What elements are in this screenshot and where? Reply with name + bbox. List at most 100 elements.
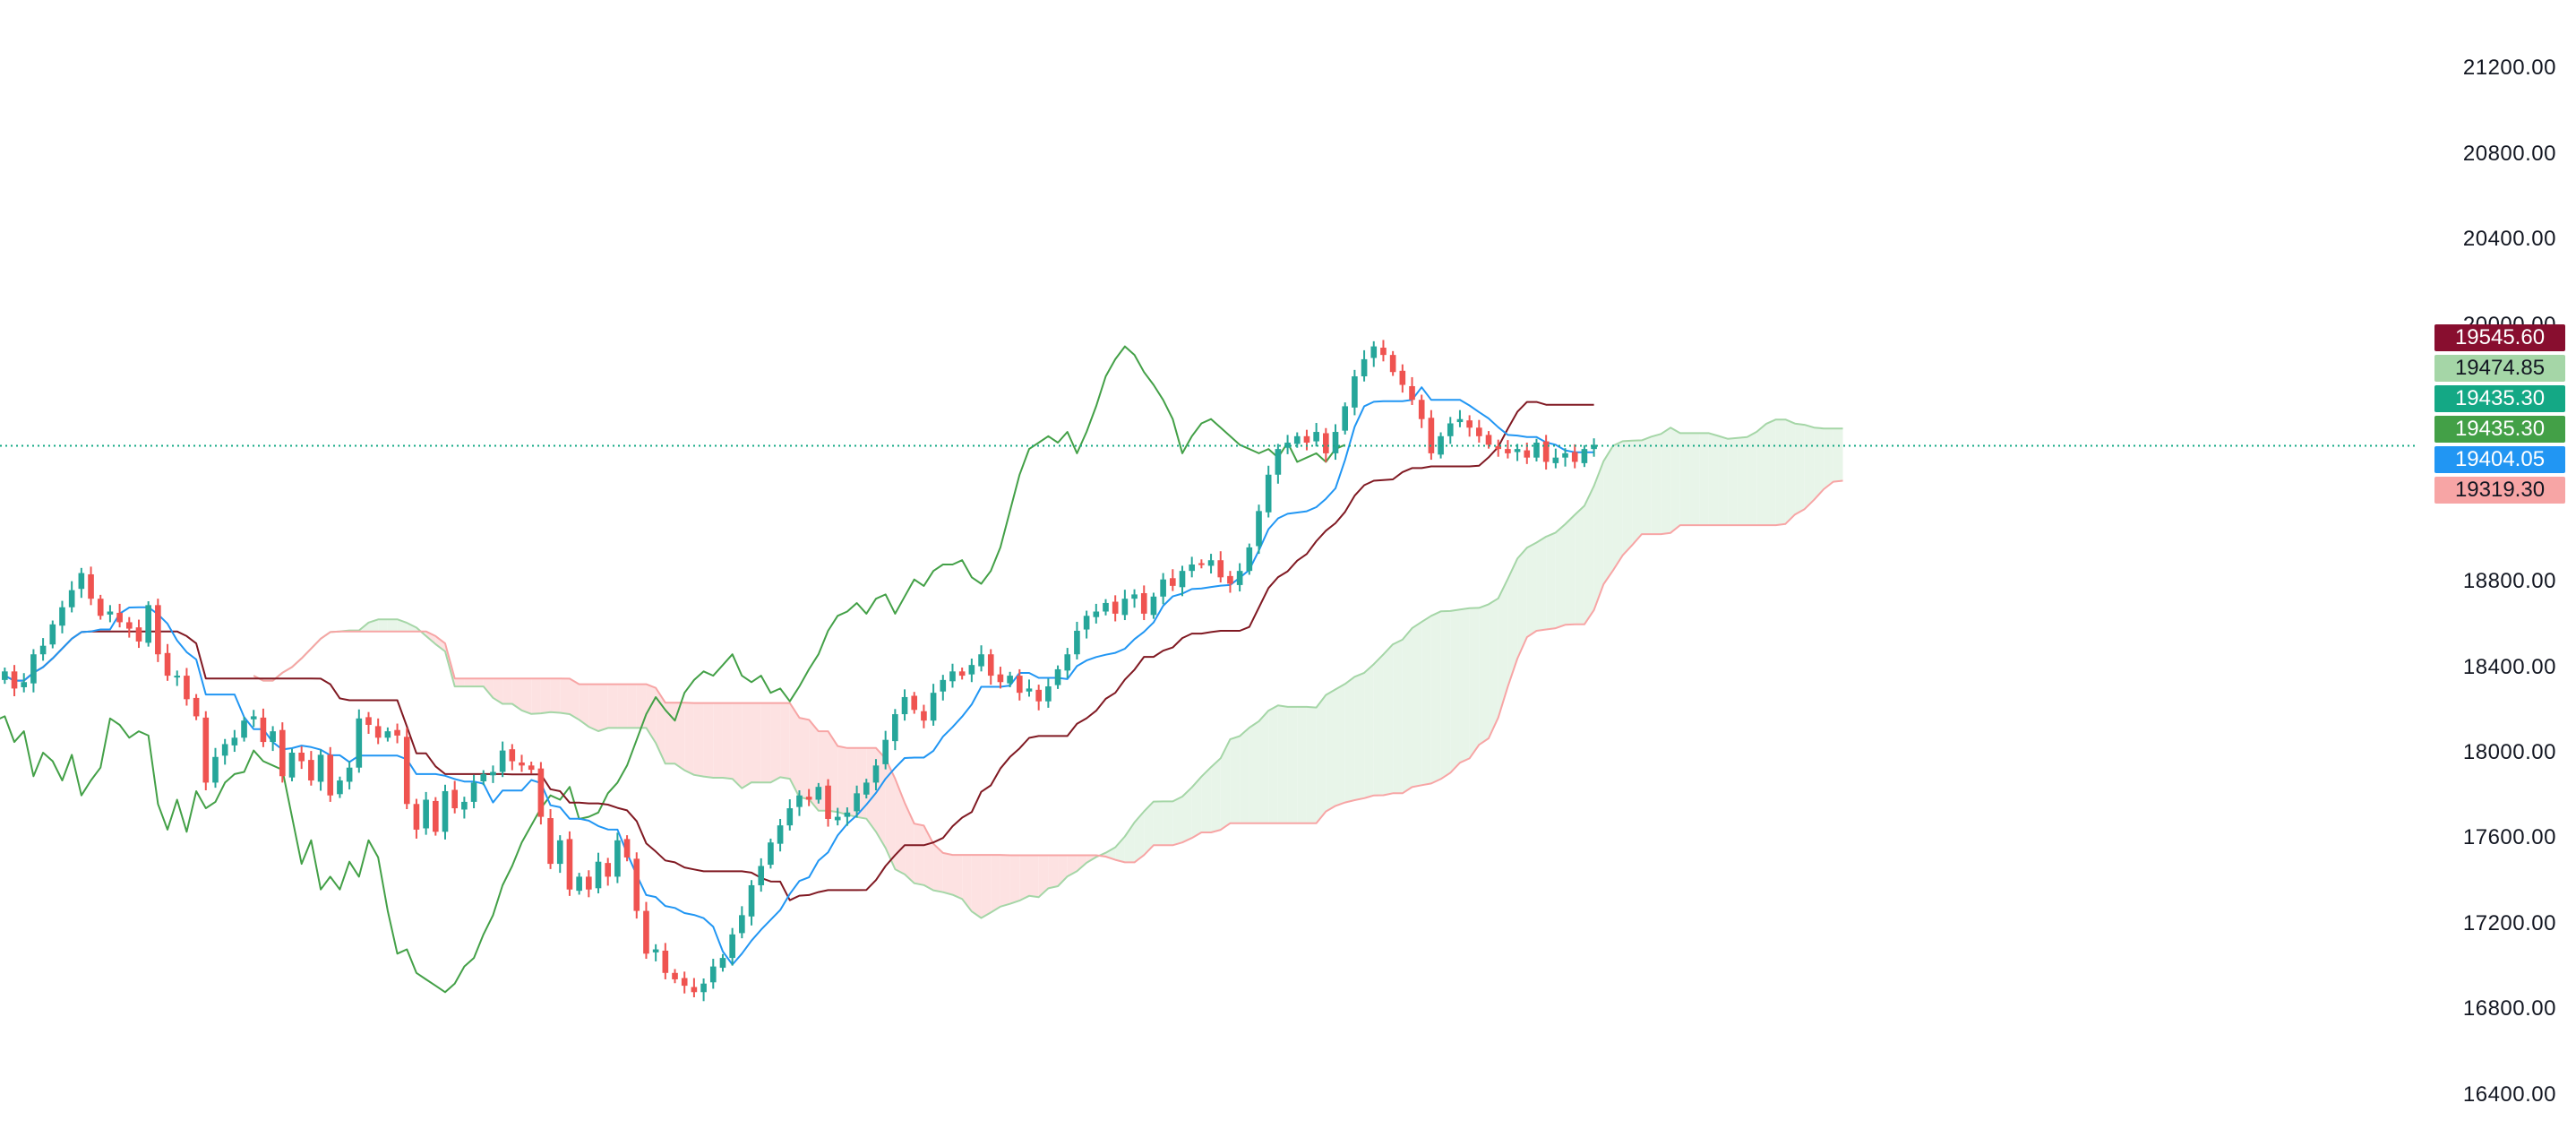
cloud-bull-segment bbox=[1661, 427, 1671, 535]
cloud-bull-segment bbox=[1728, 437, 1738, 526]
price-axis[interactable]: 21200.0020800.0020400.0020000.0018800.00… bbox=[2418, 0, 2576, 1129]
cloud-bull-segment bbox=[1814, 427, 1825, 500]
cloud-bull-segment bbox=[1593, 461, 1604, 610]
candle-body bbox=[1150, 596, 1157, 616]
candle-body bbox=[987, 654, 994, 677]
cloud-bull-segment bbox=[1498, 579, 1508, 718]
cloud-bear-segment bbox=[1038, 855, 1049, 898]
cloud-bull-segment bbox=[1220, 739, 1231, 831]
cloud-bear-segment bbox=[569, 678, 580, 720]
cloud-bull-segment bbox=[1124, 822, 1135, 863]
candle-body bbox=[442, 790, 449, 832]
cloud-bear-segment bbox=[789, 702, 800, 797]
cloud-bull-segment bbox=[1469, 608, 1480, 759]
candle-body bbox=[1045, 686, 1052, 702]
cloud-bull-segment bbox=[1612, 441, 1623, 571]
candle-body bbox=[758, 866, 765, 885]
candle-body bbox=[451, 789, 459, 809]
base-line bbox=[4, 401, 1594, 901]
cloud-bull-segment bbox=[1536, 536, 1547, 631]
cloud-bull-segment bbox=[1737, 436, 1747, 526]
candle-body bbox=[844, 812, 851, 817]
cloud-bull-segment bbox=[1459, 608, 1470, 763]
candle-body bbox=[21, 682, 28, 687]
candle-body bbox=[595, 861, 602, 889]
candle-body bbox=[958, 671, 966, 677]
price-tag: 19545.60 bbox=[2434, 324, 2565, 351]
candle-body bbox=[882, 739, 889, 764]
cloud-bear-segment bbox=[942, 852, 953, 895]
cloud-bull-segment bbox=[1747, 431, 1757, 526]
price-tag: 19404.05 bbox=[2434, 446, 2565, 473]
candle-body bbox=[184, 676, 190, 700]
cloud-bear-segment bbox=[837, 745, 847, 815]
cloud-bull-segment bbox=[1651, 434, 1662, 535]
cloud-bear-segment bbox=[914, 823, 924, 885]
candle-body bbox=[1093, 611, 1100, 617]
candle-body bbox=[145, 605, 151, 643]
cloud-bear-segment bbox=[760, 702, 771, 783]
candle-body bbox=[681, 978, 688, 987]
candle-body bbox=[337, 780, 343, 795]
cloud-bull-segment bbox=[1344, 677, 1355, 803]
candle-body bbox=[231, 737, 238, 745]
candle-body bbox=[997, 674, 1004, 683]
cloud-bull-segment bbox=[1507, 558, 1518, 687]
cloud-bear-segment bbox=[1019, 855, 1029, 901]
candle-body bbox=[1524, 450, 1531, 458]
cloud-bull-segment bbox=[1191, 776, 1202, 839]
candle-body bbox=[1323, 433, 1329, 453]
candle-body bbox=[1542, 441, 1550, 462]
cloud-bear-segment bbox=[1067, 855, 1078, 877]
candle-body bbox=[805, 797, 812, 800]
cloud-bear-segment bbox=[493, 678, 503, 704]
cloud-bear-segment bbox=[895, 779, 906, 875]
candle-body bbox=[39, 645, 47, 655]
candle-body bbox=[547, 818, 554, 865]
candle-body bbox=[1007, 676, 1013, 684]
candle-body bbox=[1514, 449, 1521, 452]
cloud-bear-segment bbox=[588, 684, 599, 732]
cloud-bear-segment bbox=[770, 702, 781, 783]
candle-body bbox=[1217, 560, 1224, 578]
cloud-bear-segment bbox=[540, 678, 551, 714]
cloud-bull-segment bbox=[1679, 433, 1690, 526]
candle-body bbox=[365, 717, 372, 725]
cloud-bear-segment bbox=[722, 702, 733, 780]
cloud-bull-segment bbox=[1430, 611, 1441, 784]
cloud-bear-segment bbox=[607, 684, 618, 728]
cloud-bear-segment bbox=[905, 802, 914, 883]
cloud-bull-segment bbox=[1718, 435, 1729, 526]
candle-body bbox=[834, 816, 841, 821]
price-tick-label: 17600.00 bbox=[2462, 825, 2556, 850]
price-tick-label: 20400.00 bbox=[2462, 227, 2556, 252]
price-tick-label: 20800.00 bbox=[2462, 141, 2556, 166]
candle-body bbox=[1581, 449, 1588, 463]
cloud-bear-segment bbox=[674, 702, 685, 771]
cloud-bull-segment bbox=[1383, 644, 1394, 796]
cloud-bull-segment bbox=[1144, 801, 1154, 856]
candle-body bbox=[384, 731, 391, 738]
candle-body bbox=[1035, 689, 1042, 702]
price-tick-label: 16400.00 bbox=[2462, 1082, 2556, 1107]
ichimoku-lines bbox=[0, 345, 1843, 994]
cloud-bear-segment bbox=[933, 843, 943, 892]
cloud-bull-segment bbox=[407, 623, 416, 632]
candle-body bbox=[1054, 668, 1061, 685]
candle-body bbox=[88, 573, 94, 599]
candle-body bbox=[509, 749, 516, 762]
candle-body bbox=[1428, 418, 1435, 453]
candle-body bbox=[394, 729, 400, 736]
candle-body bbox=[537, 768, 545, 817]
cloud-bull-segment bbox=[1412, 622, 1422, 788]
price-tick-label: 18800.00 bbox=[2462, 569, 2556, 594]
candle-body bbox=[1447, 423, 1454, 436]
candle-body bbox=[1074, 630, 1080, 655]
cloud-bear-segment bbox=[560, 678, 570, 715]
candle-body bbox=[11, 671, 18, 689]
candle-body bbox=[346, 767, 353, 782]
candle-body bbox=[1275, 449, 1282, 475]
candle-body bbox=[1303, 435, 1310, 443]
cloud-bull-segment bbox=[1421, 616, 1431, 786]
cloud-bear-segment bbox=[521, 678, 532, 714]
